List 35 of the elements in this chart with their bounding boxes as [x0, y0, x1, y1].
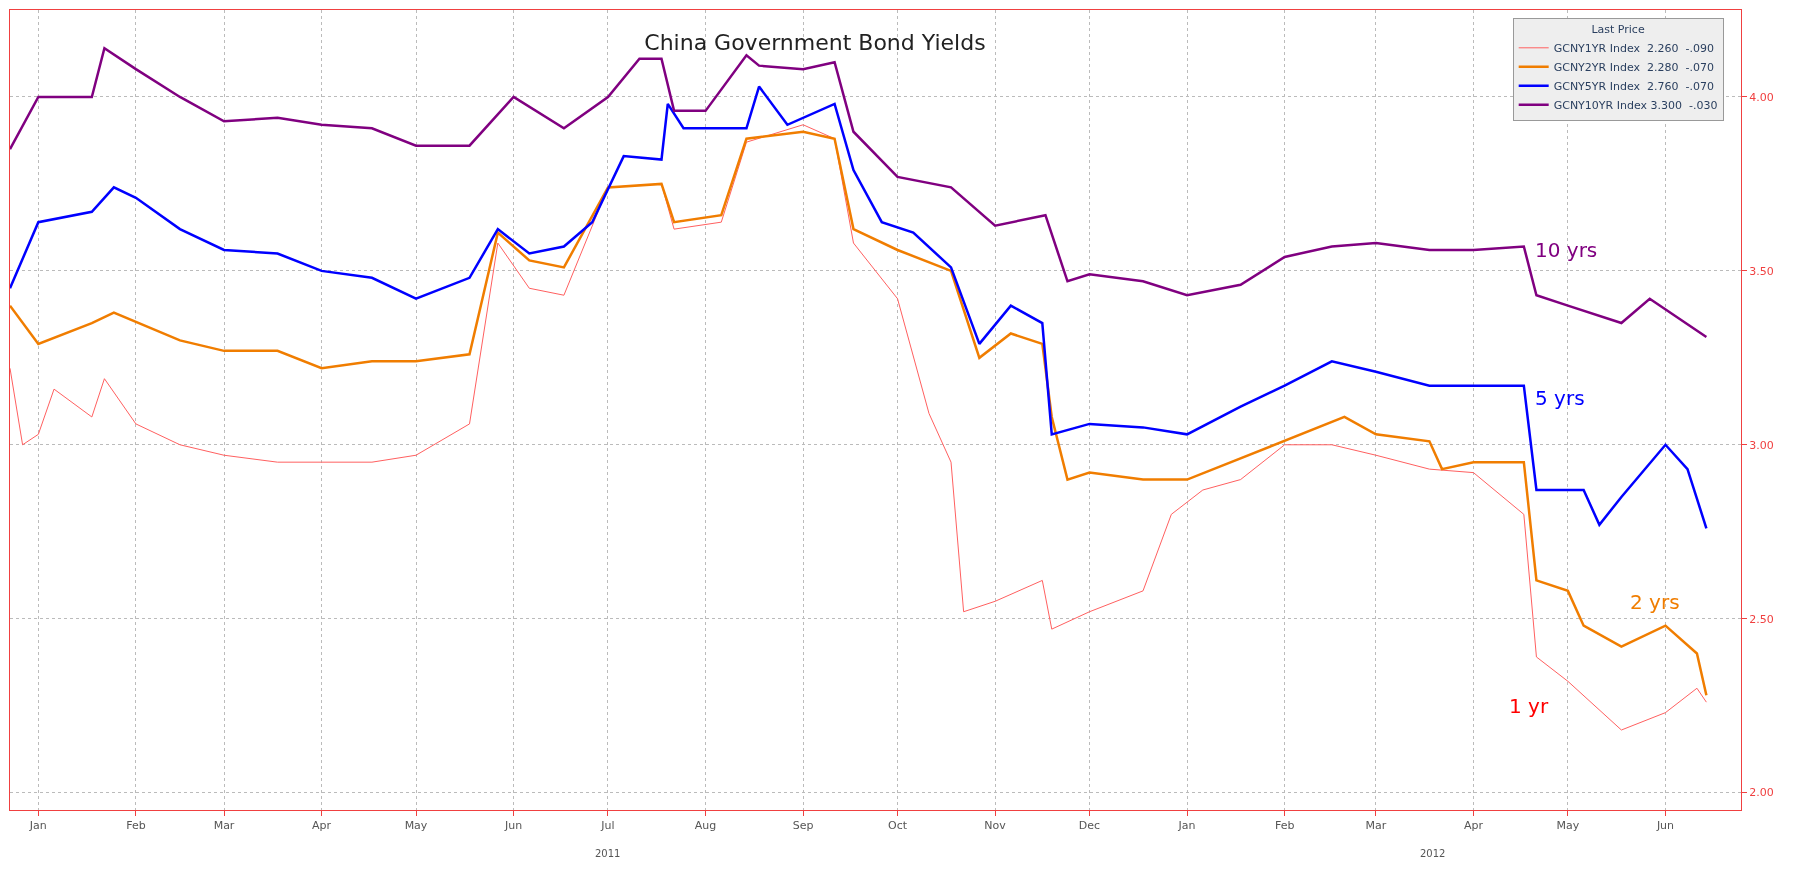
legend-title: Last Price: [1591, 23, 1645, 37]
x-tick-label: May: [404, 819, 428, 833]
annotation: 5 yrs: [1535, 386, 1585, 410]
x-tick-label: Apr: [1463, 819, 1484, 833]
x-tick-label: Jan: [1177, 819, 1196, 833]
x-tick-label: Jun: [503, 819, 523, 833]
y-tick-label: 2.50: [1749, 612, 1774, 626]
text: 2011: [595, 848, 621, 859]
legend-label: GCNY5YR Index 2.760 -.070: [1553, 80, 1714, 94]
x-tick-label: Jan: [28, 819, 47, 833]
x-tick-label: Mar: [213, 819, 235, 833]
y-tick-label: 2.00: [1749, 786, 1774, 800]
x-tick-label: Oct: [888, 819, 908, 833]
y-tick-label: 3.50: [1749, 264, 1774, 278]
x-tick-label: Nov: [984, 819, 1007, 833]
y-tick-label: 3.00: [1749, 438, 1774, 452]
x-tick-label: Jun: [1655, 819, 1675, 833]
x-tick-label: Apr: [312, 819, 332, 833]
x-tick-label: Dec: [1078, 819, 1101, 833]
legend-label: GCNY10YR Index 3.300 -.030: [1553, 99, 1718, 113]
annotation: 1 yr: [1509, 694, 1549, 718]
x-tick-label: Feb: [126, 819, 146, 833]
x-tick-label: May: [1556, 819, 1580, 833]
legend-label: GCNY1YR Index 2.260 -.090: [1553, 42, 1714, 56]
text: 2012: [1420, 848, 1446, 859]
text: China Government Bond Yields: [644, 30, 986, 56]
x-tick-label: Feb: [1274, 819, 1295, 833]
legend-label: GCNY2YR Index 2.280 -.070: [1553, 61, 1714, 75]
annotation: 2 yrs: [1630, 590, 1680, 614]
x-tick-label: Jul: [600, 819, 615, 833]
x-tick-label: Mar: [1365, 819, 1387, 833]
annotation: 10 yrs: [1535, 238, 1598, 262]
x-tick-label: Aug: [694, 819, 717, 833]
y-tick-label: 4.00: [1749, 90, 1774, 104]
x-tick-label: Sep: [792, 819, 814, 833]
